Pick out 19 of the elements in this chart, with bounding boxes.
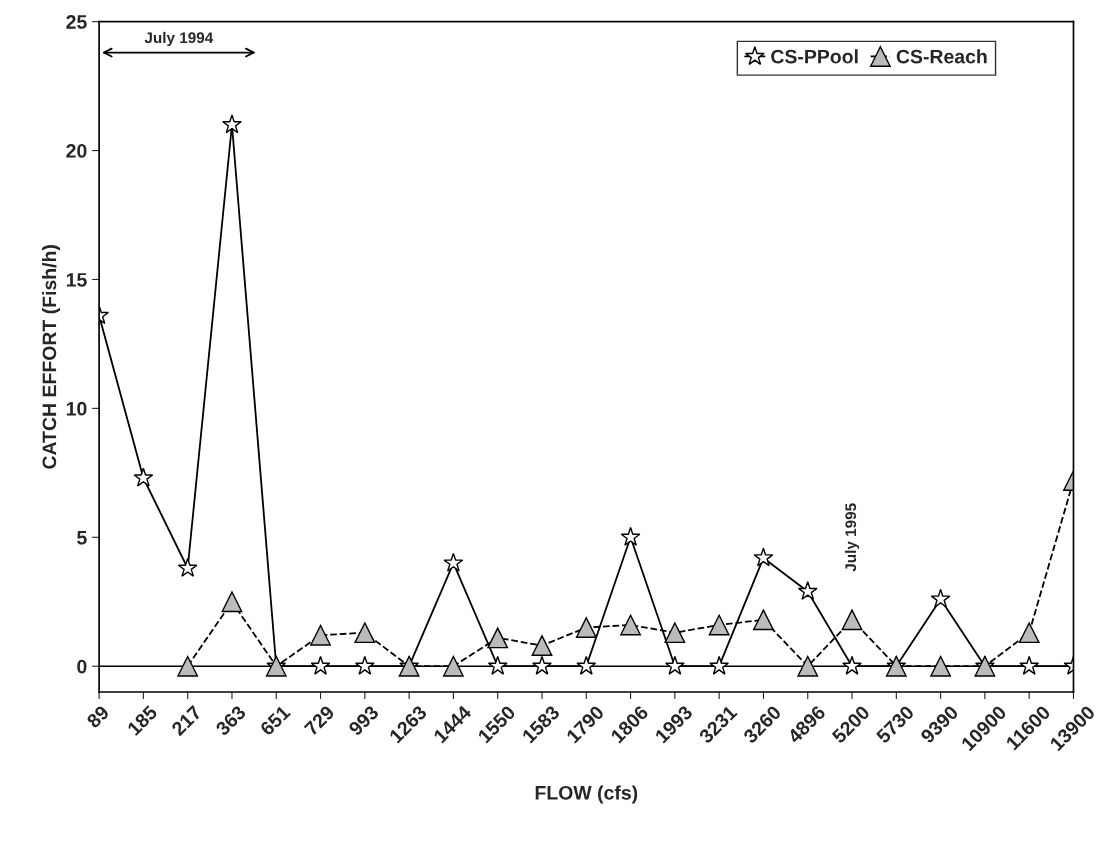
x-tick-label: 185	[126, 704, 159, 736]
x-tick-label: 993	[347, 704, 380, 737]
x-tick-label: 217	[170, 704, 203, 737]
annotation: July 1995	[844, 503, 860, 572]
legend-label: CS-Reach	[896, 49, 987, 64]
y-tick-label: 25	[66, 15, 87, 29]
x-tick-label: 89	[85, 704, 110, 729]
legend-label: CS-PPool	[771, 49, 858, 64]
y-tick-label: 0	[77, 659, 87, 674]
y-tick-label: 20	[66, 144, 87, 158]
y-tick-label: 5	[77, 530, 87, 545]
y-tick-label: 10	[66, 401, 87, 416]
x-tick-label: 651	[259, 704, 292, 737]
x-tick-label: 363	[214, 704, 247, 737]
x-tick-label: 729	[303, 704, 336, 737]
y-axis-title: CATCH EFFORT (Fish/h)	[41, 245, 61, 469]
x-axis-title: FLOW (cfs)	[535, 785, 638, 804]
annotation: July 1994	[144, 31, 214, 47]
y-tick-label: 15	[66, 273, 87, 287]
